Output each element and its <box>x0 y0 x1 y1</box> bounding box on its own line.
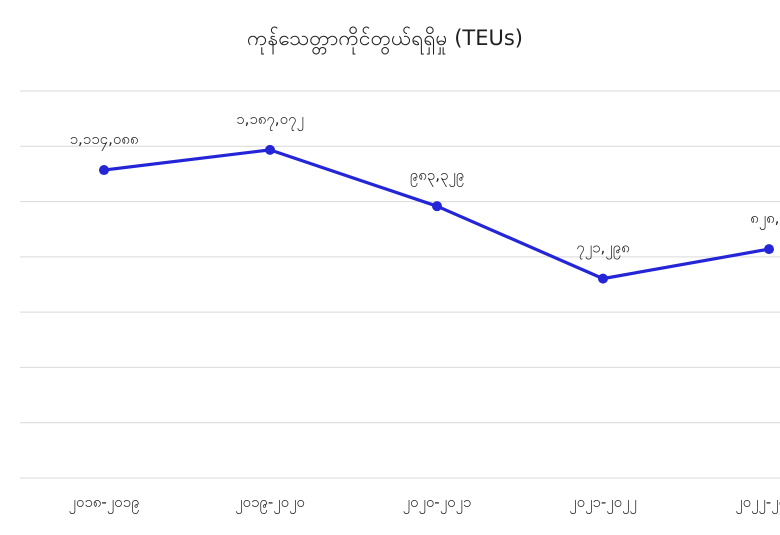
x-tick-label: ၂၀၂၁-၂၀၂၂ <box>569 493 637 514</box>
chart-title: ကုန်သေတ္တာကိုင်တွယ်ရရှိမှု (TEUs) <box>247 25 523 56</box>
gridlines <box>20 90 780 479</box>
data-label: ၇၂၁,၂၉၈ <box>576 239 629 260</box>
data-label: ၉၈၃,၃၂၉ <box>410 166 464 187</box>
x-tick-label: ၂၀၂၂-၂၀၂၃ <box>735 493 780 514</box>
data-point <box>764 244 774 255</box>
x-tick-label: ၂၀၂၀-၂၀၂၁ <box>403 493 472 514</box>
data-point <box>598 273 608 284</box>
data-point <box>432 201 442 212</box>
data-label: ၁,၁၈၇,၀၇၂ <box>236 110 304 131</box>
x-tick-label: ၂၀၁၉-၂၀၂၀ <box>235 493 305 514</box>
x-axis: ၂၀၁၈-၂၀၁၉ ၂၀၁၉-၂၀၂၀ ၂၀၂၀-၂၀၂၁ ၂၀၂၁-၂၀၂၂ ၂၀၂၂… <box>69 493 780 514</box>
data-point <box>265 144 275 155</box>
data-label: ၈၂၈,၀ <box>750 209 780 230</box>
x-tick-label: ၂၀၁၈-၂၀၁၉ <box>69 493 140 514</box>
data-point <box>99 165 109 176</box>
data-label: ၁,၁၁၄,၀၈၈ <box>70 130 139 151</box>
